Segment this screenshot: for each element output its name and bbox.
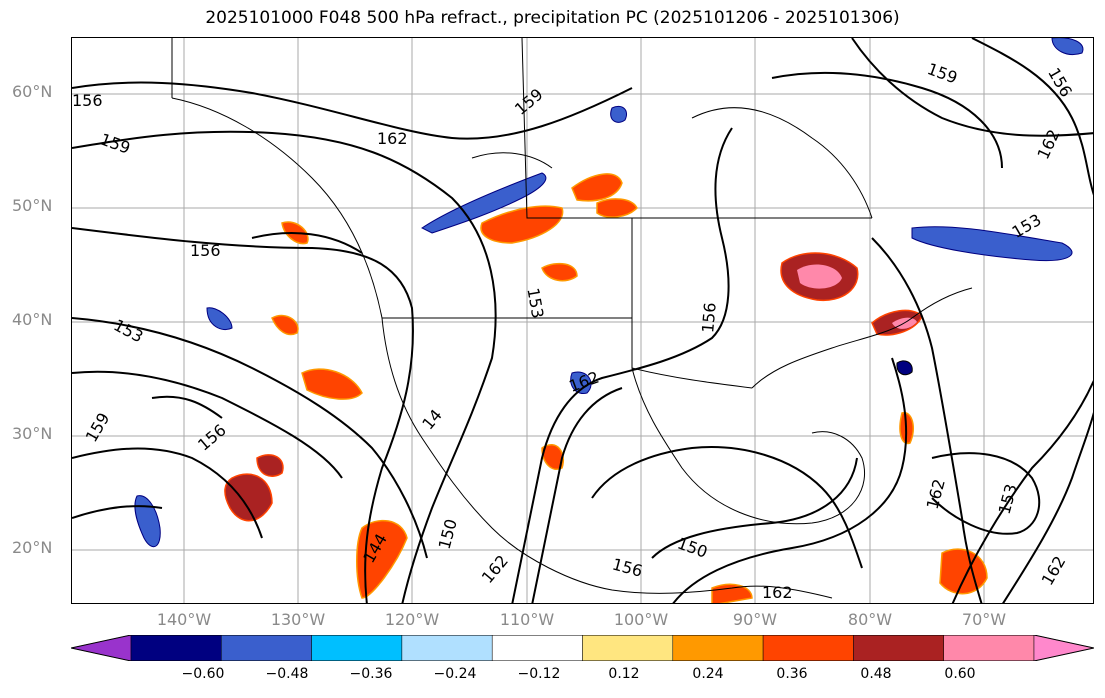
colorbar-segment bbox=[130, 635, 222, 661]
map-title: 2025101000 F048 500 hPa refract., precip… bbox=[205, 8, 900, 28]
contour-label: 162 bbox=[762, 583, 793, 602]
precip-shading bbox=[134, 38, 1084, 603]
colorbar-extend-high bbox=[1033, 635, 1094, 661]
lon-label-70w: 70°W bbox=[961, 610, 1007, 629]
lon-label-80w: 80°W bbox=[847, 610, 893, 629]
lat-label-40n: 40°N bbox=[12, 310, 53, 329]
lon-label-110w: 110°W bbox=[499, 610, 555, 629]
colorbar-tick-label: −0.48 bbox=[265, 666, 309, 682]
contour-label: 162 bbox=[1038, 553, 1070, 589]
lat-label-60n: 60°N bbox=[12, 82, 53, 101]
colorbar bbox=[71, 635, 1094, 661]
contour-label: 159 bbox=[82, 409, 114, 445]
colorbar-segment bbox=[672, 635, 764, 661]
colorbar-tick-label: −0.36 bbox=[349, 666, 393, 682]
colorbar-tick-label: 0.48 bbox=[860, 666, 892, 682]
map-svg: 159 162 156 153 159 156 14 144 150 162 1… bbox=[72, 38, 1093, 603]
contour-label: 156 bbox=[190, 241, 221, 260]
contour-label: 162 bbox=[1033, 126, 1063, 162]
contour-label: 162 bbox=[478, 551, 512, 587]
lat-label-20n: 20°N bbox=[12, 538, 53, 557]
colorbar-segment bbox=[221, 635, 312, 661]
colorbar-tick-label: −0.24 bbox=[433, 666, 477, 682]
lon-label-100w: 100°W bbox=[613, 610, 669, 629]
contour-label: 159 bbox=[511, 85, 547, 119]
colorbar-tick-label: 0.60 bbox=[944, 666, 976, 682]
contour-label: 150 bbox=[675, 533, 710, 561]
contour-label: 156 bbox=[72, 91, 103, 110]
lat-label-30n: 30°N bbox=[12, 424, 53, 443]
colorbar-segment bbox=[762, 635, 854, 661]
refractivity-contours bbox=[72, 38, 1093, 603]
contour-label: 150 bbox=[435, 517, 461, 551]
colorbar-segment bbox=[943, 635, 1035, 661]
contour-label: 162 bbox=[377, 129, 408, 148]
colorbar-segment bbox=[853, 635, 944, 661]
colorbar-tick-label: 0.12 bbox=[608, 666, 640, 682]
colorbar-segment bbox=[401, 635, 493, 661]
lat-label-50n: 50°N bbox=[12, 196, 53, 215]
contour-label: 162 bbox=[566, 368, 601, 396]
contour-label: 162 bbox=[923, 477, 949, 511]
colorbar-segment bbox=[311, 635, 403, 661]
contour-label: 14 bbox=[418, 406, 446, 434]
contour-label: 156 bbox=[194, 420, 230, 454]
colorbar-segment bbox=[582, 635, 674, 661]
contour-label: 156 bbox=[698, 302, 720, 334]
lon-label-120w: 120°W bbox=[384, 610, 440, 629]
lon-label-130w: 130°W bbox=[270, 610, 326, 629]
contour-label: 159 bbox=[98, 129, 133, 157]
contour-label: 153 bbox=[110, 315, 146, 346]
contour-label: 159 bbox=[925, 59, 960, 87]
contour-label: 156 bbox=[610, 554, 644, 580]
colorbar-tick-label: 0.36 bbox=[776, 666, 808, 682]
lon-label-90w: 90°W bbox=[732, 610, 778, 629]
coastlines bbox=[171, 38, 973, 599]
contour-labels: 159 162 156 153 159 156 14 144 150 162 1… bbox=[72, 59, 1076, 602]
colorbar-extend-low bbox=[71, 635, 132, 661]
contour-label: 156 bbox=[1044, 64, 1076, 100]
colorbar-tick-label: 0.24 bbox=[692, 666, 724, 682]
map-panel: 159 162 156 153 159 156 14 144 150 162 1… bbox=[71, 37, 1094, 604]
colorbar-tick-label: −0.12 bbox=[517, 666, 561, 682]
contour-label: 153 bbox=[995, 482, 1021, 516]
lon-label-140w: 140°W bbox=[156, 610, 212, 629]
graticule bbox=[72, 38, 1093, 603]
colorbar-tick-label: −0.60 bbox=[181, 666, 225, 682]
colorbar-segment bbox=[491, 635, 583, 661]
